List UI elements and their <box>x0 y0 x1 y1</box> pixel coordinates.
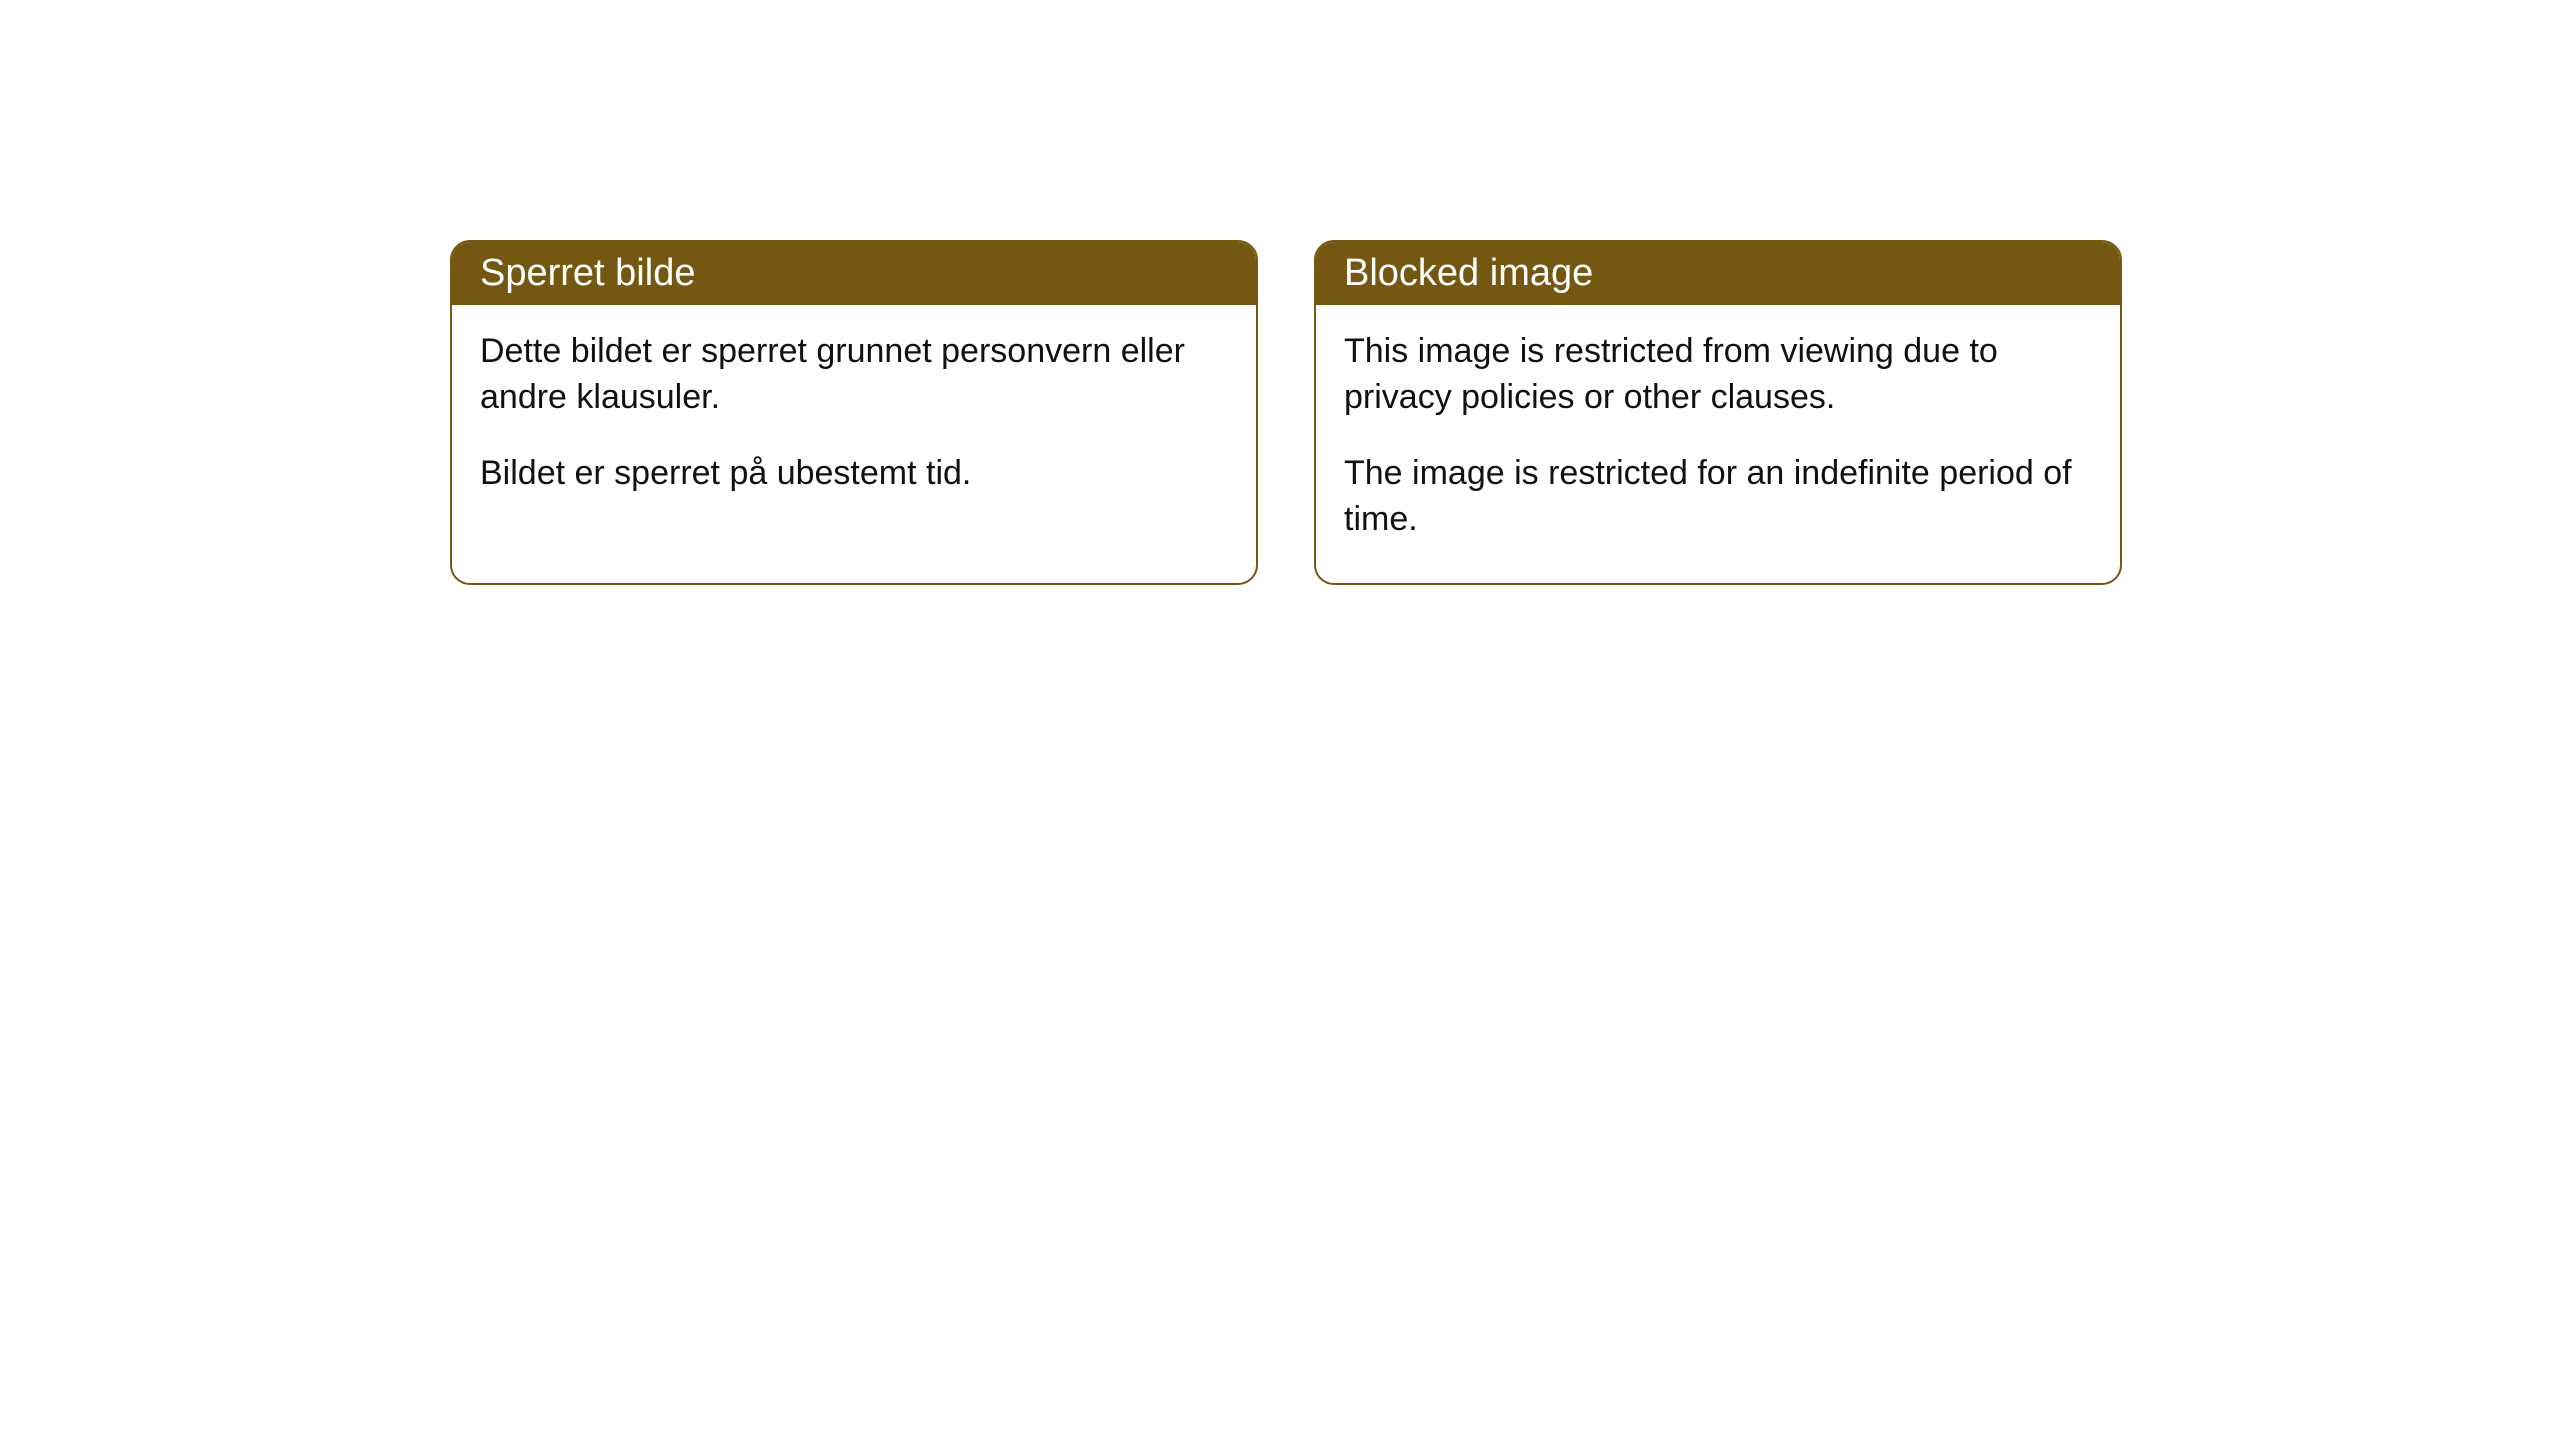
card-paragraph: This image is restricted from viewing du… <box>1344 329 2092 421</box>
card-english: Blocked image This image is restricted f… <box>1314 240 2122 585</box>
card-body: This image is restricted from viewing du… <box>1316 305 2120 583</box>
card-paragraph: Bildet er sperret på ubestemt tid. <box>480 451 1228 497</box>
card-norwegian: Sperret bilde Dette bildet er sperret gr… <box>450 240 1258 585</box>
card-title: Sperret bilde <box>452 242 1256 305</box>
card-paragraph: Dette bildet er sperret grunnet personve… <box>480 329 1228 421</box>
cards-container: Sperret bilde Dette bildet er sperret gr… <box>450 240 2560 585</box>
card-title: Blocked image <box>1316 242 2120 305</box>
card-body: Dette bildet er sperret grunnet personve… <box>452 305 1256 537</box>
card-paragraph: The image is restricted for an indefinit… <box>1344 451 2092 543</box>
